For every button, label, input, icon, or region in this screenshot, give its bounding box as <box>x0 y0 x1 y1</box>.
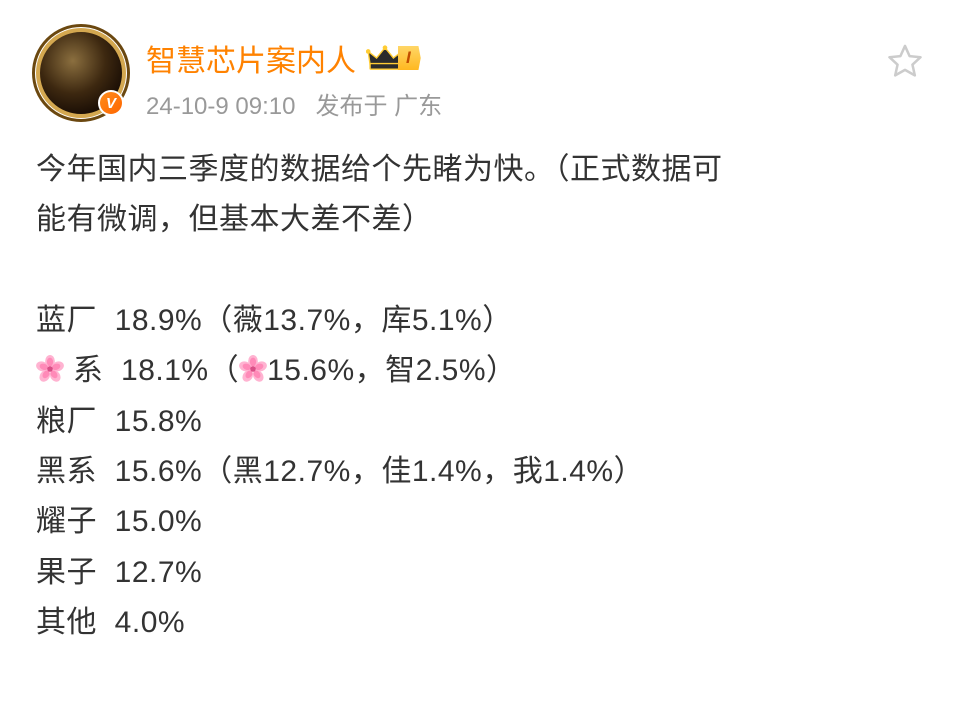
verify-letter: V <box>106 95 116 112</box>
data-row: 其他 4.0% <box>36 598 924 648</box>
row-label: 果子 <box>36 556 97 589</box>
location-label: 发布于 广东 <box>315 93 442 120</box>
data-row: 系 18.1%（ 15.6%，智2.5%） <box>36 346 924 396</box>
intro-line-1: 今年国内三季度的数据给个先睹为快。（正式数据可 <box>36 145 924 195</box>
avatar-wrapper[interactable]: V <box>36 28 126 118</box>
vip-badge[interactable]: I <box>366 43 421 73</box>
blank-line <box>36 246 924 296</box>
star-icon <box>886 42 924 80</box>
row-label: 耀子 <box>36 505 97 538</box>
row-detail: （黑12.7%，佳1.4%，我1.4%） <box>202 455 644 488</box>
row-main: 15.8% <box>115 405 203 438</box>
row-main: 18.1% <box>121 354 209 387</box>
username-row: 智慧芯片案内人 I <box>146 36 924 80</box>
data-row: 蓝厂 18.9%（薇13.7%，库5.1%） <box>36 296 924 346</box>
row-detail: （ <box>209 354 240 387</box>
row-main: 18.9% <box>115 304 203 337</box>
user-info: 智慧芯片案内人 I 24-10-9 09:10 发布于 广东 <box>146 28 924 121</box>
data-rows: 蓝厂 18.9%（薇13.7%，库5.1%） 系 18.1%（ 15.6%，智2.… <box>36 296 924 649</box>
row-main: 15.6% <box>115 455 203 488</box>
row-main: 15.0% <box>115 505 203 538</box>
row-label: 粮厂 <box>36 405 97 438</box>
cherry-blossom-icon <box>36 355 64 383</box>
row-label: 其他 <box>36 606 97 639</box>
timestamp: 24-10-9 09:10 <box>146 93 295 120</box>
intro-line-2: 能有微调，但基本大差不差） <box>36 195 924 245</box>
weibo-post: V 智慧芯片案内人 I 24-10-9 09:10 <box>0 0 960 677</box>
cherry-blossom-icon <box>239 355 267 383</box>
row-label: 黑系 <box>36 455 97 488</box>
row-detail-after: 15.6%，智2.5%） <box>267 354 516 387</box>
row-main: 12.7% <box>115 556 203 589</box>
favorite-button[interactable] <box>886 42 924 80</box>
post-body: 今年国内三季度的数据给个先睹为快。（正式数据可 能有微调，但基本大差不差） 蓝厂… <box>36 145 924 649</box>
row-detail: （薇13.7%，库5.1%） <box>202 304 512 337</box>
username[interactable]: 智慧芯片案内人 <box>146 36 356 80</box>
meta-row: 24-10-9 09:10 发布于 广东 <box>146 86 924 121</box>
row-main: 4.0% <box>115 606 185 639</box>
data-row: 果子 12.7% <box>36 548 924 598</box>
level-tag: I <box>398 46 421 70</box>
data-row: 黑系 15.6%（黑12.7%，佳1.4%，我1.4%） <box>36 447 924 497</box>
row-label: 蓝厂 <box>36 304 97 337</box>
post-header: V 智慧芯片案内人 I 24-10-9 09:10 <box>36 28 924 121</box>
row-label: 系 <box>73 354 104 387</box>
data-row: 粮厂 15.8% <box>36 397 924 447</box>
verify-badge-icon: V <box>98 90 124 116</box>
data-row: 耀子 15.0% <box>36 497 924 547</box>
